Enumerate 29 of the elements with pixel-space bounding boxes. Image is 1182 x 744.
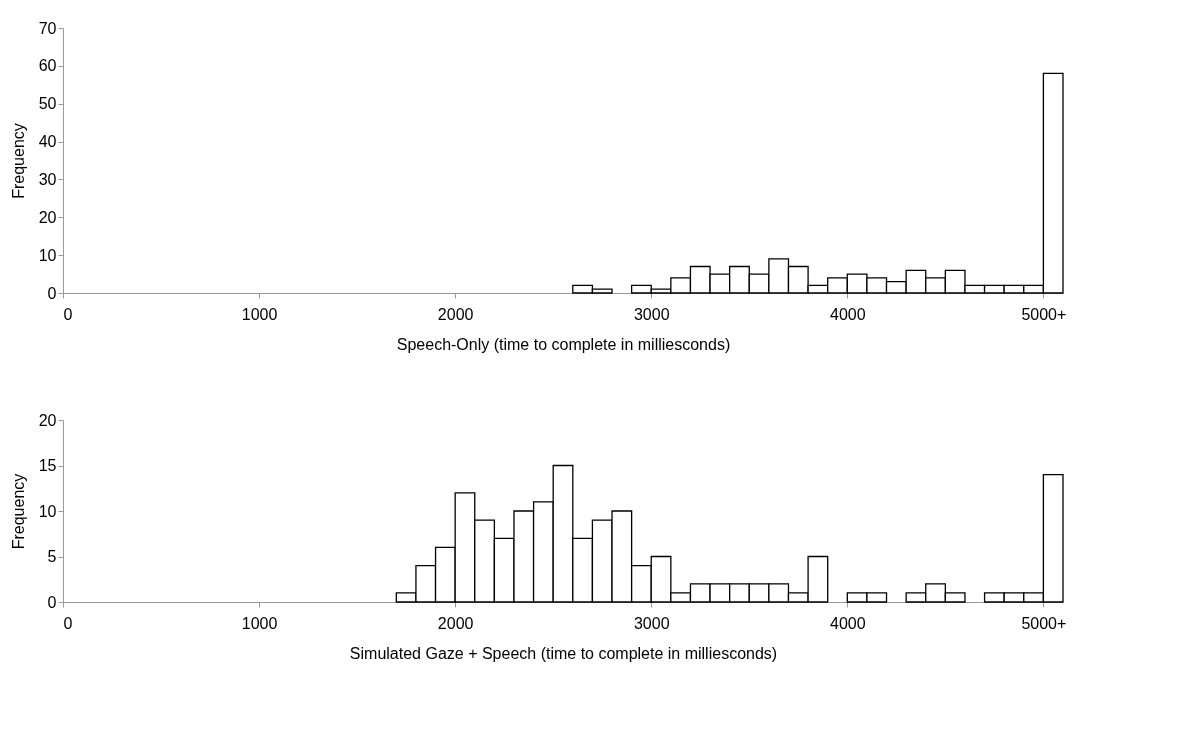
x-tick-label: 5000+ [1021, 305, 1067, 323]
y-tick-label: 50 [38, 95, 57, 113]
x-tick-label: 4000 [830, 614, 866, 632]
y-tick-label: 5 [47, 548, 57, 565]
y-tick-label: 20 [38, 411, 57, 429]
y-tick-label: 0 [47, 284, 57, 302]
y-axis-title: Frequency [9, 123, 27, 199]
y-tick-label: 70 [38, 19, 57, 37]
x-tick-label: 3000 [633, 305, 670, 323]
x-tick-label: 2000 [437, 305, 474, 323]
x-tick-label: 0 [63, 614, 73, 632]
y-tick-label: 10 [38, 246, 57, 264]
x-axis-title: Speech-Only (time to complete in milliesconds) [396, 335, 731, 353]
y-tick-label: 20 [38, 208, 57, 226]
x-axis-title: Simulated Gaze + Speech (time to complete in milliesconds) [349, 644, 778, 662]
y-tick-label: 30 [38, 170, 57, 188]
x-tick-label: 2000 [437, 614, 474, 632]
x-tick-label: 4000 [830, 305, 866, 323]
y-tick-label: 10 [38, 502, 57, 520]
y-tick-label: 60 [38, 57, 57, 75]
x-tick-label: 5000+ [1021, 614, 1067, 632]
x-tick-label: 1000 [241, 614, 278, 632]
y-tick-label: 40 [38, 133, 57, 151]
y-tick-label: 15 [38, 457, 57, 474]
x-tick-label: 0 [63, 305, 73, 323]
y-axis-title: Frequency [9, 473, 27, 550]
x-tick-label: 3000 [633, 614, 670, 632]
x-tick-label: 1000 [241, 305, 278, 323]
y-tick-label: 0 [47, 593, 57, 611]
